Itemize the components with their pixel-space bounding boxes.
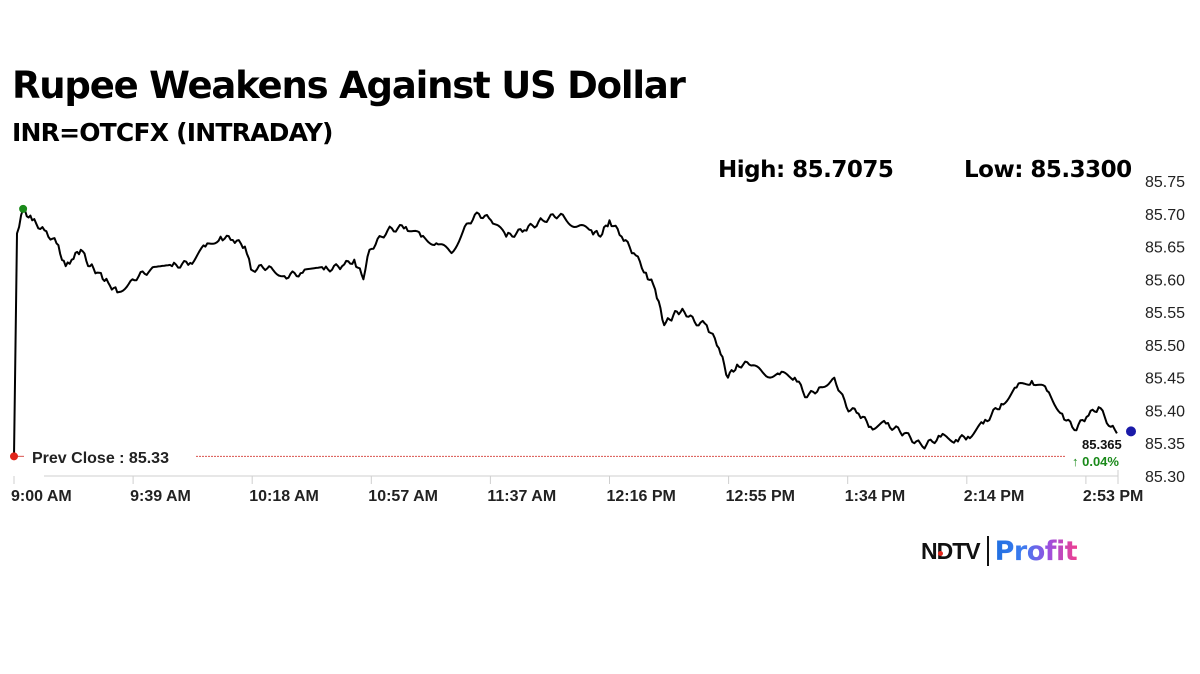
x-tick-label: 2:53 PM bbox=[1083, 488, 1143, 505]
prev-close-label: Prev Close : 85.33 bbox=[32, 450, 169, 467]
change-label: ↑ 0.04% bbox=[1072, 454, 1119, 469]
y-tick-label: 85.40 bbox=[1145, 403, 1185, 420]
chart-title: Rupee Weakens Against US Dollar bbox=[12, 64, 686, 107]
x-tick-label: 1:34 PM bbox=[845, 488, 905, 505]
x-tick-label: 2:14 PM bbox=[964, 488, 1024, 505]
y-tick-label: 85.65 bbox=[1145, 240, 1185, 257]
last-value-label: 85.365 bbox=[1082, 437, 1122, 452]
y-tick-label: 85.35 bbox=[1145, 436, 1185, 453]
logo-red-dot bbox=[938, 550, 943, 556]
x-tick-label: 10:18 AM bbox=[249, 488, 319, 505]
low-value: Low: 85.3300 bbox=[964, 157, 1132, 183]
y-tick-label: 85.60 bbox=[1145, 272, 1185, 289]
y-tick-label: 85.75 bbox=[1145, 174, 1185, 191]
x-tick-label: 10:57 AM bbox=[368, 488, 438, 505]
x-tick-label: 12:16 PM bbox=[607, 488, 676, 505]
y-tick-label: 85.55 bbox=[1145, 305, 1185, 322]
profit-wordmark: Profit bbox=[994, 535, 1078, 567]
price-line bbox=[13, 207, 1118, 457]
chart-subtitle: INR=OTCFX (INTRADAY) bbox=[12, 118, 333, 147]
high-marker bbox=[19, 204, 28, 213]
y-tick-label: 85.50 bbox=[1145, 338, 1185, 355]
x-tick-label: 11:37 AM bbox=[487, 488, 556, 505]
y-tick-label: 85.45 bbox=[1145, 371, 1185, 388]
y-tick-label: 85.70 bbox=[1145, 207, 1185, 224]
start-marker bbox=[10, 452, 18, 461]
x-tick-label: 9:00 AM bbox=[11, 488, 72, 505]
x-tick-label: 12:55 PM bbox=[726, 488, 795, 505]
ndtv-profit-logo: NDTV Profit bbox=[921, 534, 1078, 568]
logo-divider bbox=[986, 536, 989, 566]
x-axis: 9:00 AM 9:39 AM 10:18 AM 10:57 AM 11:37 AM 12… bbox=[11, 470, 1143, 505]
y-axis: 85.75 85.70 85.65 85.60 85.55 85.50 85.45 85.40… bbox=[1145, 174, 1185, 486]
ndtv-wordmark: NDTV bbox=[921, 537, 981, 564]
high-value: High: 85.7075 bbox=[718, 157, 894, 183]
x-tick-label: 9:39 AM bbox=[130, 488, 191, 505]
end-marker bbox=[1126, 426, 1136, 437]
y-tick-label: 85.30 bbox=[1145, 469, 1185, 486]
